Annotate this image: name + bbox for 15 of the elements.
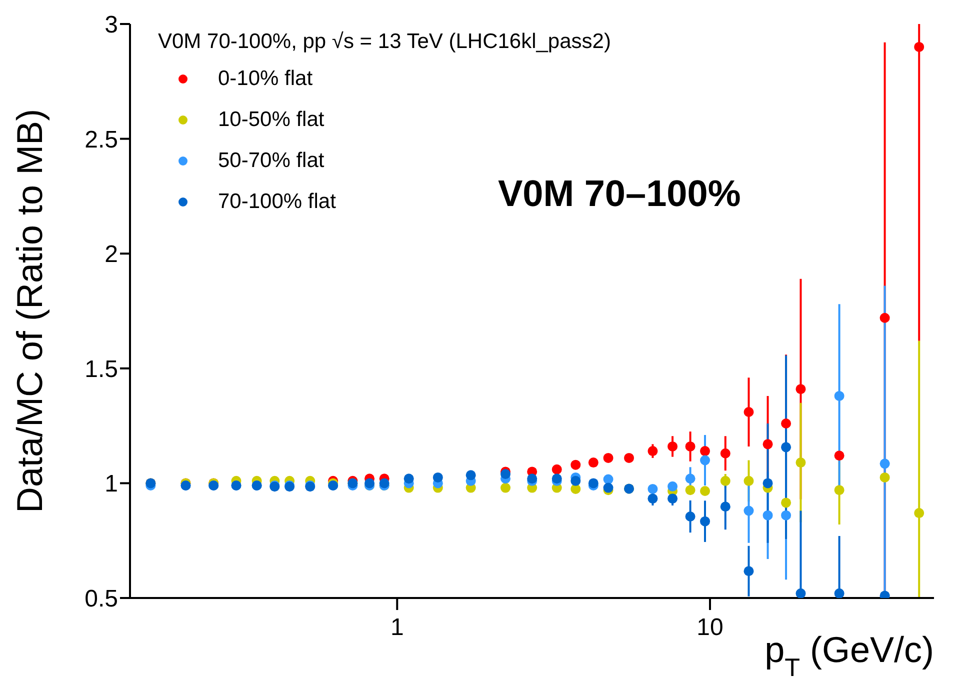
legend-title: V0M 70-100%, pp √s = 13 TeV (LHC16kl_pass2) xyxy=(158,30,611,54)
y-tick-label: 3 xyxy=(104,12,118,39)
y-tick-label: 2.5 xyxy=(84,126,118,154)
y-axis-title: Data/MC of (Ratio to MB) xyxy=(9,108,50,514)
annotation: V0M 70–100% xyxy=(498,173,741,215)
legend-label: 50-70% flat xyxy=(218,148,324,172)
y-tick-label: 0.5 xyxy=(84,586,118,613)
x-axis-title: p$_{T}$ (GeV/c) xyxy=(764,629,934,682)
legend-label: 70-100% flat xyxy=(218,190,336,214)
legend-label: 10-50% flat xyxy=(218,108,324,132)
y-tick-label: 2 xyxy=(104,241,118,268)
y-tick-label: 1 xyxy=(104,470,118,498)
legend-label: 0-10% flat xyxy=(218,66,313,90)
x-tick-label: 10 xyxy=(696,614,724,642)
y-tick-label: 1.5 xyxy=(84,356,118,383)
